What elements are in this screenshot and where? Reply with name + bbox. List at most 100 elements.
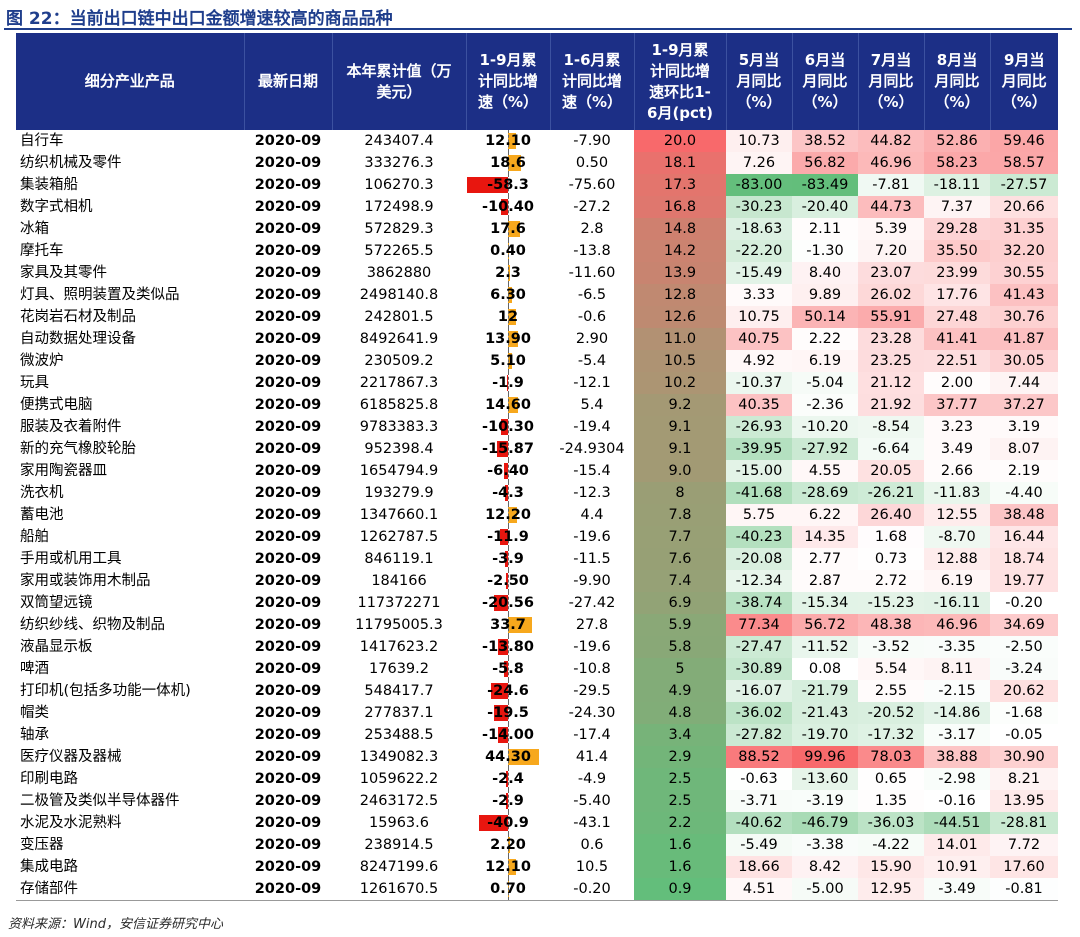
h1-growth: 2.90 [575,331,609,347]
product-name: 服装及衣着附件 [20,419,122,435]
product-name: 手用或机用工具 [20,551,122,567]
may-yoy: 7.26 [726,152,792,174]
sep-yoy: 20.66 [990,196,1058,218]
latest-date: 2020-09 [254,463,322,479]
sep-yoy: 37.27 [990,394,1058,416]
may-yoy: 5.75 [726,504,792,526]
jul-yoy: 48.38 [858,614,924,636]
jul-yoy: -36.03 [858,812,924,834]
ytd-growth-value: -3.9 [492,551,524,567]
zero-axis-line [508,438,509,460]
column-header-line: 7月当 [870,51,912,69]
table-row: 洗衣机 2020-09 193279.9 -4.3 -12.3 8 -41.68 -28.69… [16,482,1058,504]
ytd-value: 572265.5 [364,243,434,259]
ytd-growth-cell: 0.70 [466,878,550,901]
ytd-growth-cell: -6.40 [466,460,550,482]
h1-growth: -19.6 [573,639,611,655]
aug-yoy: -8.70 [924,526,990,548]
may-yoy: -0.63 [726,768,792,790]
zero-axis-line [508,548,509,570]
ytd-value: 238914.5 [364,837,434,853]
zero-axis-line [508,460,509,482]
ytd-value: 184166 [371,573,427,589]
ytd-growth-value: 13.90 [485,331,531,347]
aug-yoy: -0.16 [924,790,990,812]
ytd-growth-value: -2.9 [492,793,524,809]
ytd-growth-value: -10.40 [482,199,534,215]
sep-yoy: 30.76 [990,306,1058,328]
zero-axis-line [508,856,509,878]
pct-change: 20.0 [634,130,726,152]
column-header: 1-6月累 计同比增 速（%） [550,33,635,130]
jun-yoy: -46.79 [792,812,858,834]
pct-change: 7.4 [634,570,726,592]
table-row: 二极管及类似半导体器件 2020-09 2463172.5 -2.9 -5.40 2.5-… [16,790,1058,812]
zero-axis-line [508,570,509,592]
column-header: 最新日期 [244,33,333,130]
ytd-growth-cell: -2.4 [466,768,550,790]
ytd-growth-value: -40.9 [487,815,529,831]
ytd-growth-bar [508,155,522,171]
ytd-growth-bar [508,749,539,765]
ytd-growth-value: -10.30 [482,419,534,435]
column-header-line: 计同比增 [561,72,622,90]
column-header-line: 速环比1- [649,82,711,101]
zero-axis-line [508,152,509,174]
ytd-value: 952398.4 [364,441,434,457]
sep-yoy: 38.48 [990,504,1058,526]
pct-change: 6.9 [634,592,726,614]
h1-growth: -9.90 [573,573,611,589]
latest-date: 2020-09 [244,878,332,901]
zero-axis-line [508,680,509,702]
ytd-growth-cell: 5.10 [466,350,550,372]
zero-axis-line [508,416,509,438]
product-name: 存储部件 [16,878,244,901]
sep-yoy: 34.69 [990,614,1058,636]
sep-yoy: 8.21 [990,768,1058,790]
ytd-growth-value: 44.30 [485,749,531,765]
jul-yoy: 46.96 [858,152,924,174]
ytd-growth-value: -5.8 [492,661,524,677]
aug-yoy: -18.11 [924,174,990,196]
column-header: 8月当 月同比 （%） [924,33,991,130]
ytd-growth-cell: -14.00 [466,724,550,746]
may-yoy: -15.49 [726,262,792,284]
title-underline [4,28,1072,30]
aug-yoy: -2.98 [924,768,990,790]
h1-growth: -24.30 [568,705,616,721]
ytd-value: 193279.9 [364,485,434,501]
h1-growth: -0.6 [577,309,607,325]
sep-yoy: 7.44 [990,372,1058,394]
ytd-value: 172498.9 [364,199,434,215]
zero-axis-line [508,174,509,196]
pct-change: 0.9 [634,878,726,901]
aug-yoy: 2.00 [924,372,990,394]
jul-yoy: 23.07 [858,262,924,284]
jul-yoy: 1.35 [858,790,924,812]
ytd-value: 3862880 [366,265,432,281]
jul-yoy: 5.54 [858,658,924,680]
may-yoy: -83.00 [726,174,792,196]
column-header: 细分产业产品 [16,33,245,130]
table-row: 灯具、照明装置及类似品 2020-09 2498140.8 6.30 -6.5 12.8 3… [16,284,1058,306]
ytd-growth-cell: 2.20 [466,834,550,856]
aug-yoy: 6.19 [924,570,990,592]
jun-yoy: -3.19 [792,790,858,812]
h1-growth: -11.60 [568,265,616,281]
pct-change: 13.9 [634,262,726,284]
ytd-growth-bar [505,485,508,501]
table-row: 新的充气橡胶轮胎 2020-09 952398.4 -15.87 -24.9304 9.1… [16,438,1058,460]
may-yoy: -15.00 [726,460,792,482]
ytd-growth-cell: 0.40 [466,240,550,262]
ytd-growth-bar [490,683,508,699]
product-name: 啤酒 [20,661,49,677]
ytd-value: 1654794.9 [359,463,439,479]
may-yoy: 4.51 [726,878,792,901]
table-row: 集成电路 2020-09 8247199.6 12.10 10.5 1.6 18.66 8.4… [16,856,1058,878]
table-row: 纺织纱线、织物及制品 2020-09 11795005.3 33.7 27.8 5.9 77… [16,614,1058,636]
aug-yoy: -16.11 [924,592,990,614]
jun-yoy: -11.52 [792,636,858,658]
sep-yoy: 32.20 [990,240,1058,262]
table-row: 便携式电脑 2020-09 6185825.8 14.60 5.4 9.2 40.35 -2.… [16,394,1058,416]
pct-change: 7.8 [634,504,726,526]
